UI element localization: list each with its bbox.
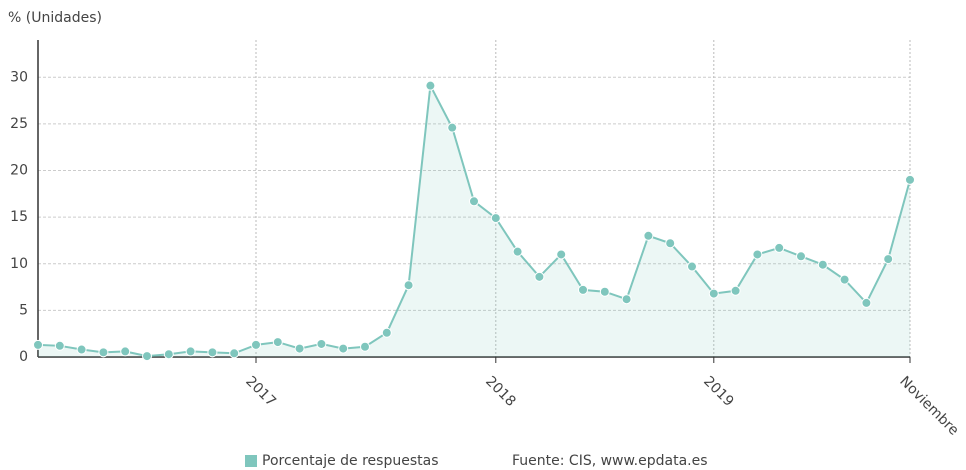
point — [142, 351, 152, 362]
x-tick-label: Noviembre — [896, 373, 961, 438]
point — [621, 294, 632, 305]
point — [687, 261, 697, 272]
x-tick-label: 2017 — [242, 373, 279, 410]
legend-swatch — [245, 455, 257, 467]
point — [490, 213, 501, 224]
legend-label: Porcentaje de respuestas — [262, 453, 439, 469]
point — [381, 327, 392, 338]
point — [752, 249, 763, 260]
source: Fuente: CIS, www.epdata.es — [512, 453, 708, 469]
point — [185, 346, 196, 357]
point — [534, 271, 545, 282]
x-tick-label: 2018 — [482, 373, 519, 410]
y-tick-label: 30 — [10, 69, 28, 85]
point — [294, 343, 305, 354]
point — [120, 346, 131, 357]
point — [817, 259, 828, 270]
point — [905, 174, 915, 185]
y-tick-label: 15 — [10, 209, 28, 225]
point — [251, 339, 261, 350]
point — [643, 230, 654, 241]
point — [229, 348, 240, 359]
point — [839, 274, 850, 285]
point — [316, 338, 327, 349]
point — [403, 280, 414, 291]
y-axis-label: % (Unidades) — [8, 10, 102, 26]
point — [708, 288, 719, 299]
point — [556, 249, 567, 260]
point — [883, 254, 894, 265]
y-tick-label: 20 — [10, 163, 28, 179]
y-tick-label: 25 — [10, 116, 28, 132]
point — [98, 347, 109, 358]
point — [33, 339, 43, 350]
point — [360, 341, 370, 352]
point — [599, 286, 610, 297]
y-tick-label: 0 — [19, 349, 28, 365]
point — [796, 251, 806, 262]
point — [163, 349, 174, 360]
point — [272, 337, 283, 348]
y-tick-label: 5 — [19, 302, 28, 318]
point — [730, 285, 741, 296]
point — [425, 80, 436, 91]
point — [447, 122, 458, 133]
point — [469, 196, 479, 207]
point — [338, 343, 349, 354]
point — [54, 340, 65, 351]
point — [861, 297, 872, 308]
point — [665, 238, 676, 249]
point — [774, 242, 785, 253]
point — [207, 347, 218, 358]
area — [38, 85, 910, 357]
point — [578, 284, 588, 295]
point — [76, 344, 87, 355]
point — [512, 246, 523, 257]
x-tick-label: 2019 — [700, 373, 737, 410]
y-tick-label: 10 — [10, 256, 28, 272]
